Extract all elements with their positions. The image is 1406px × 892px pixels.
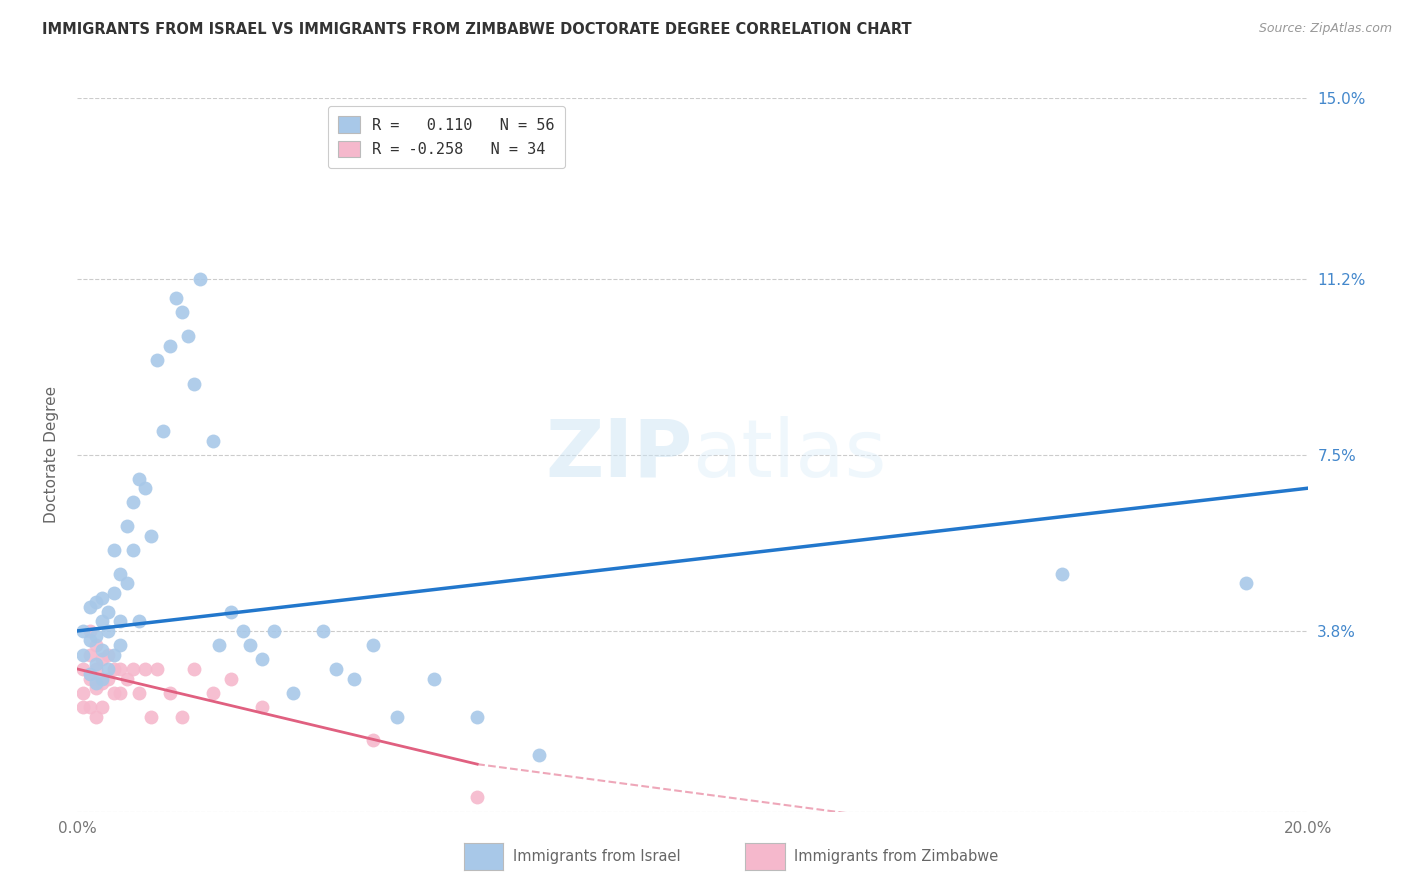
Text: atlas: atlas [693, 416, 887, 494]
Point [1234, 576, 1257, 591]
Point [361, 733, 384, 747]
Point [84, 638, 107, 652]
Point [183, 376, 205, 391]
Point [146, 352, 169, 367]
Point [115, 672, 138, 686]
Point [263, 624, 285, 638]
Point [110, 686, 132, 700]
Point [170, 709, 193, 723]
Point [250, 652, 273, 666]
Point [84, 709, 107, 723]
Point [465, 709, 488, 723]
Point [97, 605, 120, 619]
Point [385, 709, 409, 723]
Point [79, 666, 101, 681]
Point [141, 529, 163, 543]
Point [115, 576, 138, 591]
Point [201, 434, 224, 448]
Point [1050, 566, 1073, 581]
Point [121, 543, 143, 558]
Point [103, 662, 125, 676]
Point [72, 662, 94, 676]
Point [128, 686, 150, 700]
Point [128, 615, 150, 629]
Text: IMMIGRANTS FROM ISRAEL VS IMMIGRANTS FROM ZIMBABWE DOCTORATE DEGREE CORRELATION : IMMIGRANTS FROM ISRAEL VS IMMIGRANTS FRO… [42, 22, 912, 37]
Point [103, 686, 125, 700]
Point [232, 624, 254, 638]
Point [177, 329, 200, 343]
Point [110, 662, 132, 676]
Point [79, 624, 101, 638]
Text: Immigrants from Israel: Immigrants from Israel [513, 849, 681, 863]
Point [141, 709, 163, 723]
Point [527, 747, 550, 762]
Point [90, 643, 114, 657]
Point [84, 662, 107, 676]
Point [110, 638, 132, 652]
Point [84, 657, 107, 672]
Point [250, 700, 273, 714]
Point [219, 605, 242, 619]
Point [312, 624, 335, 638]
Point [84, 676, 107, 690]
Point [97, 672, 120, 686]
Point [183, 662, 205, 676]
Point [343, 672, 366, 686]
Point [103, 543, 125, 558]
Point [110, 566, 132, 581]
Point [90, 615, 114, 629]
Point [110, 615, 132, 629]
Point [79, 672, 101, 686]
Point [239, 638, 262, 652]
Point [208, 638, 231, 652]
Point [103, 648, 125, 662]
Text: Source: ZipAtlas.com: Source: ZipAtlas.com [1258, 22, 1392, 36]
Point [128, 472, 150, 486]
Point [165, 291, 187, 305]
Point [423, 672, 446, 686]
Point [97, 662, 120, 676]
Point [72, 686, 94, 700]
Point [72, 624, 94, 638]
Point [159, 686, 181, 700]
Point [90, 676, 114, 690]
Point [465, 790, 488, 805]
Point [97, 648, 120, 662]
Point [90, 591, 114, 605]
Point [361, 638, 384, 652]
Point [219, 672, 242, 686]
Legend: R =   0.110   N = 56, R = -0.258   N = 34: R = 0.110 N = 56, R = -0.258 N = 34 [328, 106, 565, 168]
Point [170, 305, 193, 319]
Text: Immigrants from Zimbabwe: Immigrants from Zimbabwe [794, 849, 998, 863]
Point [97, 624, 120, 638]
Point [79, 633, 101, 648]
Point [79, 600, 101, 615]
Point [79, 700, 101, 714]
Point [84, 595, 107, 609]
Point [72, 700, 94, 714]
Point [325, 662, 347, 676]
Point [90, 672, 114, 686]
Text: ZIP: ZIP [546, 416, 693, 494]
Point [79, 648, 101, 662]
Point [159, 338, 181, 352]
Point [72, 648, 94, 662]
Point [84, 681, 107, 695]
Point [90, 700, 114, 714]
Point [90, 652, 114, 666]
Point [121, 495, 143, 509]
Point [201, 686, 224, 700]
Y-axis label: Doctorate Degree: Doctorate Degree [44, 386, 59, 524]
Point [103, 586, 125, 600]
Point [146, 662, 169, 676]
Point [84, 629, 107, 643]
Point [134, 662, 156, 676]
Point [121, 662, 143, 676]
Point [134, 481, 156, 495]
Point [152, 424, 174, 438]
Point [115, 519, 138, 533]
Point [188, 272, 212, 286]
Point [281, 686, 304, 700]
